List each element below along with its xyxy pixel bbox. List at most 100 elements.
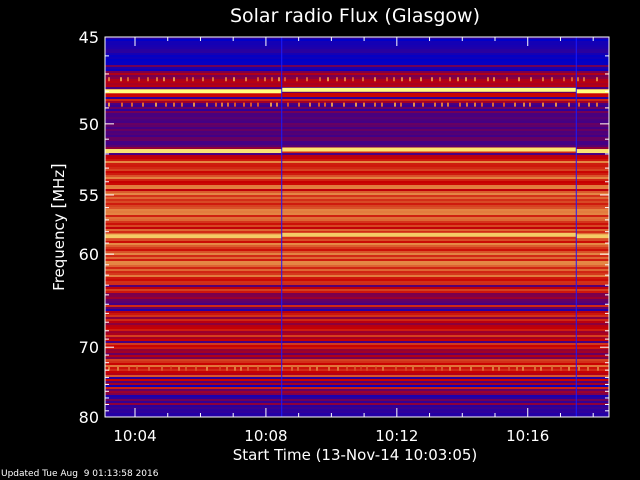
heatmap-row <box>105 411 609 413</box>
heatmap-row <box>105 71 609 73</box>
burst-dash <box>165 102 167 107</box>
x-tick-label: 10:16 <box>506 427 549 445</box>
heatmap-row <box>105 245 609 247</box>
burst-dash <box>278 77 280 82</box>
heatmap-row <box>105 361 609 363</box>
burst-dash <box>588 102 590 107</box>
heatmap-row <box>105 69 609 71</box>
heatmap-row <box>105 299 609 301</box>
burst-dash <box>185 366 187 371</box>
heatmap-row <box>105 381 609 383</box>
heatmap-row <box>105 387 609 389</box>
burst-dash <box>459 102 461 107</box>
heatmap-row <box>105 61 609 63</box>
heatmap-row <box>105 375 609 377</box>
burst-dash <box>343 102 345 107</box>
burst-dash <box>523 102 525 107</box>
burst-dash <box>518 77 520 82</box>
y-axis-label-bracket-close: ] <box>49 163 69 170</box>
heatmap-row <box>105 131 609 133</box>
heatmap-row <box>105 401 609 403</box>
heatmap-row <box>105 331 609 333</box>
burst-dash <box>583 77 585 82</box>
heatmap-dashes <box>105 77 609 371</box>
heatmap-row <box>105 59 609 61</box>
burst-dash <box>551 366 553 371</box>
heatmap-row <box>105 207 609 209</box>
heatmap-row <box>105 295 609 297</box>
heatmap-row <box>105 287 609 289</box>
burst-dash <box>324 102 326 107</box>
burst-dash <box>147 77 149 82</box>
burst-dash <box>264 77 266 82</box>
burst-dash <box>542 102 544 107</box>
burst-dash <box>319 77 321 82</box>
heatmap-row <box>105 365 609 367</box>
burst-dash <box>226 366 228 371</box>
burst-dash <box>381 102 383 107</box>
heatmap-row <box>105 251 609 253</box>
heatmap-row <box>105 275 609 277</box>
heatmap-row <box>105 309 609 311</box>
heatmap-row <box>105 225 609 227</box>
burst-dash <box>193 102 195 107</box>
heatmap-row <box>105 209 609 211</box>
burst-dash <box>568 366 570 371</box>
burst-dash <box>366 366 368 371</box>
heatmap-row <box>105 221 609 223</box>
heatmap-row <box>105 45 609 47</box>
heatmap-row <box>105 247 609 249</box>
heatmap-row <box>105 367 609 369</box>
heatmap-row <box>105 345 609 347</box>
burst-dash <box>316 366 318 371</box>
burst-dash <box>233 77 235 82</box>
heatmap-row <box>105 265 609 267</box>
heatmap-row <box>105 107 609 109</box>
burst-dash <box>257 366 259 371</box>
burst-dash <box>568 102 570 107</box>
heatmap-row <box>105 183 609 185</box>
burst-dash <box>327 77 329 82</box>
burst-dash <box>362 77 364 82</box>
burst-dash <box>192 77 194 82</box>
heatmap-row <box>105 145 609 147</box>
heatmap-row <box>105 199 609 201</box>
heatmap-row <box>105 211 609 213</box>
burst-dash <box>287 102 289 107</box>
heatmap-row <box>105 385 609 387</box>
burst-dash <box>551 77 553 82</box>
burst-dash <box>138 77 140 82</box>
heatmap-row <box>105 399 609 401</box>
heatmap-row <box>105 157 609 159</box>
heatmap-row <box>105 125 609 127</box>
heatmap-row <box>105 397 609 399</box>
burst-dash <box>482 366 484 371</box>
bright-band <box>105 149 282 154</box>
burst-dash <box>474 102 476 107</box>
heatmap-row <box>105 55 609 57</box>
heatmap-row <box>105 333 609 335</box>
heatmap-row <box>105 413 609 415</box>
burst-dash <box>284 77 286 82</box>
burst-dash <box>374 77 376 82</box>
heatmap-row <box>105 37 609 39</box>
heatmap-row <box>105 141 609 143</box>
heatmap-row <box>105 155 609 157</box>
burst-dash <box>173 102 175 107</box>
heatmap-row <box>105 139 609 141</box>
burst-dash <box>400 102 402 107</box>
heatmap-row <box>105 239 609 241</box>
y-axis-label-text: Frequency <box>50 209 68 291</box>
burst-dash <box>441 366 443 371</box>
heatmap-row <box>105 237 609 239</box>
heatmap-row <box>105 227 609 229</box>
burst-dash <box>234 102 236 107</box>
heatmap-row <box>105 249 609 251</box>
heatmap-row <box>105 311 609 313</box>
heatmap-row <box>105 217 609 219</box>
heatmap-row <box>105 335 609 337</box>
heatmap-row <box>105 127 609 129</box>
y-tick-label: 60 <box>79 245 99 264</box>
burst-dash <box>393 77 395 82</box>
